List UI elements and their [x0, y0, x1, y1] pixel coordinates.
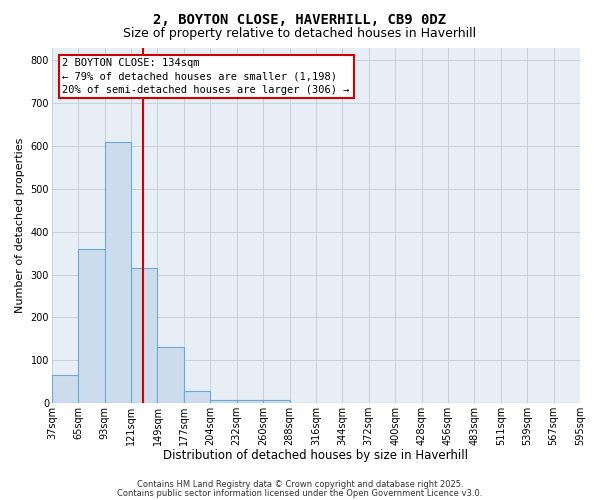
- Text: Contains HM Land Registry data © Crown copyright and database right 2025.: Contains HM Land Registry data © Crown c…: [137, 480, 463, 489]
- Bar: [104, 142, 131, 403]
- Text: Size of property relative to detached houses in Haverhill: Size of property relative to detached ho…: [124, 28, 476, 40]
- Text: 2 BOYTON CLOSE: 134sqm
← 79% of detached houses are smaller (1,198)
20% of semi-: 2 BOYTON CLOSE: 134sqm ← 79% of detached…: [62, 58, 350, 94]
- Bar: [236, 400, 263, 403]
- Text: 2, BOYTON CLOSE, HAVERHILL, CB9 0DZ: 2, BOYTON CLOSE, HAVERHILL, CB9 0DZ: [154, 12, 446, 26]
- Bar: [131, 268, 157, 403]
- Bar: [78, 249, 104, 403]
- Text: Contains public sector information licensed under the Open Government Licence v3: Contains public sector information licen…: [118, 490, 482, 498]
- Y-axis label: Number of detached properties: Number of detached properties: [15, 138, 25, 313]
- Bar: [184, 391, 210, 403]
- Bar: [157, 348, 184, 403]
- Bar: [52, 376, 78, 403]
- X-axis label: Distribution of detached houses by size in Haverhill: Distribution of detached houses by size …: [163, 450, 469, 462]
- Bar: [263, 400, 290, 403]
- Bar: [210, 400, 236, 403]
